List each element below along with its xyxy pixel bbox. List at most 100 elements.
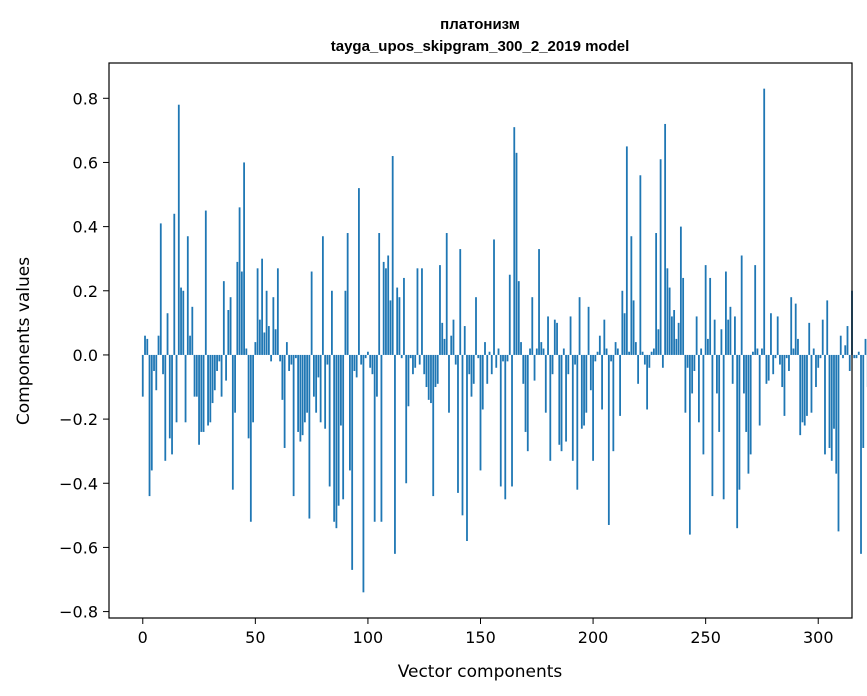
- bar-31: [211, 354, 214, 404]
- bar-27: [202, 354, 205, 432]
- bar-8: [159, 223, 162, 355]
- bar-158: [497, 348, 500, 355]
- bar-141: [459, 249, 462, 355]
- bar-162: [506, 354, 509, 362]
- bar-313: [846, 326, 849, 355]
- bar-117: [405, 354, 408, 484]
- bar-25: [198, 354, 200, 445]
- bar-317: [855, 354, 858, 359]
- bar-188: [565, 354, 567, 442]
- bar-138: [452, 319, 455, 355]
- bar-304: [826, 300, 829, 355]
- bar-174: [533, 354, 536, 381]
- bar-316: [853, 354, 856, 359]
- bar-88: [340, 354, 342, 426]
- bar-56: [267, 326, 270, 355]
- bar-60: [276, 268, 279, 355]
- bar-150: [479, 354, 482, 471]
- x-tick-label: 150: [465, 628, 496, 647]
- bar-285: [783, 354, 786, 416]
- bar-300: [817, 354, 820, 368]
- bar-93: [351, 354, 354, 570]
- y-tick-label: 0.2: [73, 282, 98, 301]
- bar-77: [315, 354, 318, 413]
- bar-86: [335, 354, 338, 529]
- bar-58: [272, 297, 275, 355]
- bar-221: [639, 175, 642, 355]
- bar-247: [698, 354, 700, 423]
- bar-76: [312, 354, 315, 397]
- bar-122: [416, 268, 419, 355]
- bar-183: [553, 319, 556, 355]
- bar-255: [716, 354, 718, 394]
- bar-257: [720, 329, 723, 355]
- x-tick-label: 300: [803, 628, 834, 647]
- bar-207: [607, 354, 610, 525]
- bar-52: [258, 319, 261, 355]
- bar-287: [788, 354, 790, 371]
- bar-42: [236, 261, 239, 355]
- bar-208: [610, 354, 612, 362]
- bar-153: [486, 354, 489, 384]
- bar-182: [551, 354, 554, 375]
- bar-17: [180, 287, 182, 355]
- bar-11: [166, 313, 169, 355]
- bar-321: [864, 338, 867, 355]
- bar-121: [414, 354, 417, 368]
- bar-197: [585, 354, 588, 413]
- bar-235: [670, 316, 673, 355]
- bar-236: [673, 310, 676, 355]
- bar-43: [238, 207, 241, 355]
- bar-277: [765, 354, 768, 384]
- bar-119: [409, 354, 412, 359]
- bar-270: [749, 354, 752, 455]
- bar-288: [790, 297, 793, 355]
- bar-166: [515, 152, 518, 355]
- bar-142: [461, 354, 464, 516]
- bar-296: [808, 322, 811, 355]
- bar-299: [815, 354, 817, 388]
- bar-118: [407, 354, 410, 407]
- bar-283: [779, 354, 781, 365]
- bar-6: [155, 354, 158, 391]
- y-tick-label: 0.4: [73, 218, 98, 237]
- bar-71: [301, 354, 304, 436]
- bar-10: [164, 354, 167, 461]
- bar-241: [684, 354, 687, 413]
- bar-199: [589, 354, 592, 391]
- bar-238: [677, 322, 680, 355]
- bar-293: [801, 354, 804, 423]
- bar-253: [711, 354, 714, 497]
- bar-111: [391, 156, 394, 355]
- bar-82: [326, 354, 329, 365]
- bar-196: [583, 354, 585, 426]
- bar-302: [821, 319, 824, 355]
- bar-259: [725, 271, 727, 355]
- bar-108: [385, 268, 387, 355]
- bar-74: [308, 354, 311, 519]
- y-axis-ticks: −0.8 −0.6 −0.4 −0.2 0.0 0.2 0.4 0.6 0.8: [59, 89, 109, 622]
- bar-210: [614, 342, 617, 355]
- bar-47: [247, 354, 250, 439]
- y-tick-label: −0.8: [59, 603, 98, 622]
- bar-29: [207, 354, 209, 426]
- bar-244: [691, 354, 694, 394]
- bar-211: [616, 348, 619, 355]
- bar-289: [792, 348, 795, 355]
- bar-286: [785, 354, 788, 359]
- bar-320: [862, 354, 865, 448]
- bar-209: [612, 354, 615, 452]
- bar-273: [756, 348, 759, 355]
- y-axis-label: Components values: [14, 257, 34, 425]
- bar-83: [328, 354, 331, 487]
- bar-134: [443, 338, 446, 355]
- bar-92: [349, 354, 351, 471]
- bar-65: [288, 354, 291, 371]
- bar-164: [511, 354, 513, 487]
- bar-186: [560, 354, 563, 452]
- bar-175: [535, 348, 538, 355]
- bar-68: [294, 354, 297, 359]
- bar-260: [727, 319, 730, 355]
- bar-2: [146, 338, 149, 355]
- bar-36: [222, 281, 225, 355]
